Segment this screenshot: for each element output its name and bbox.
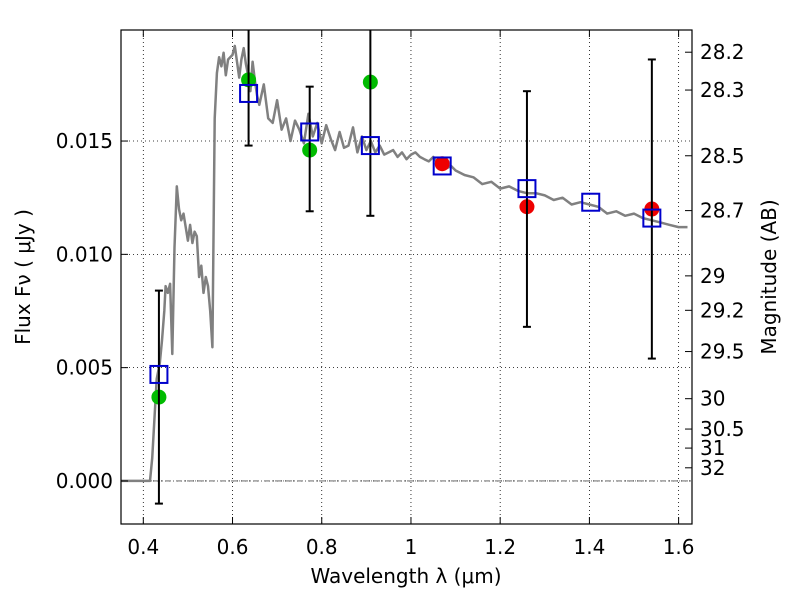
- model-flux-square: [239, 83, 259, 103]
- mag-tick-label: 29.5: [700, 340, 745, 364]
- mag-tick-label: 31: [700, 436, 725, 460]
- mag-tick-label: 28.3: [700, 78, 745, 102]
- model-spectrum-line: [121, 44, 688, 483]
- y-tick-label: 0.005: [56, 356, 113, 380]
- mag-tick-label: 29: [700, 264, 725, 288]
- model-flux-square: [300, 122, 320, 142]
- x-tick-label: 1.6: [663, 535, 695, 559]
- mag-tick-label: 30: [700, 387, 725, 411]
- axis-ticks: 0.4 0.6 0.8 1 1.2 1.4 1.6 0.000 0.005 0.010 0.015 2…: [56, 30, 745, 559]
- y-tick-label: 0.015: [56, 129, 113, 153]
- y2-axis-label: Magnitude (AB): [757, 199, 781, 354]
- x-tick-label: 0.6: [217, 535, 249, 559]
- model-flux-square: [581, 192, 601, 212]
- x-tick-label: 1.4: [573, 535, 605, 559]
- mag-tick-label: 28.5: [700, 144, 745, 168]
- mag-tick-label: 30.5: [700, 417, 745, 441]
- x-tick-label: 1: [405, 535, 418, 559]
- model-flux-square: [149, 364, 169, 384]
- x-tick-label: 0.4: [127, 535, 159, 559]
- y-tick-label: 0.000: [56, 469, 113, 493]
- model-flux-square: [432, 156, 452, 176]
- mag-tick-label: 28.2: [700, 40, 745, 64]
- plot-frame: [120, 29, 693, 525]
- mag-tick-label: 32: [700, 456, 725, 480]
- plot-series: [121, 30, 688, 505]
- model-flux-square: [517, 179, 537, 199]
- model-flux-square: [642, 208, 662, 228]
- x-axis-label: Wavelength λ (μm): [310, 564, 501, 588]
- model-flux-square: [360, 136, 380, 156]
- photometry-point: [434, 156, 450, 172]
- grid-lines: [121, 30, 692, 524]
- mag-tick-label: 28.7: [700, 199, 745, 223]
- mag-tick-label: 29.2: [700, 298, 745, 322]
- y-axis-label: Flux Fν ( μJy ): [11, 209, 35, 345]
- x-tick-label: 0.8: [306, 535, 338, 559]
- x-tick-label: 1.2: [484, 535, 516, 559]
- y-tick-label: 0.010: [56, 242, 113, 266]
